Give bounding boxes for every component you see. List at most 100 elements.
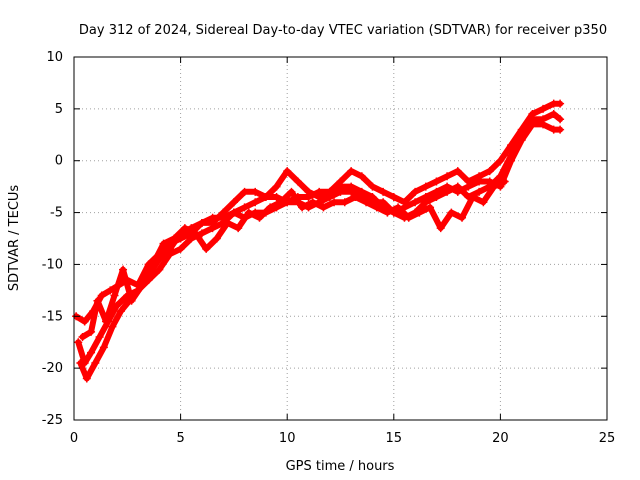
data-point-marker [244,208,253,217]
data-point-marker [347,182,356,191]
data-point-marker [411,198,420,207]
y-axis-title: SDTVAR / TECUs [7,185,22,292]
data-point-marker [485,167,494,176]
data-point-marker [426,203,435,212]
data-point-marker [176,244,185,253]
data-point-marker [287,187,296,196]
data-point-marker [468,193,477,202]
data-point-marker [340,198,349,207]
data-point-marker [368,182,377,191]
data-point-marker [549,110,558,119]
series-trace [75,121,564,366]
data-point-marker [229,198,238,207]
y-tick-label: -5 [50,206,63,221]
x-tick-label: 20 [492,431,509,446]
data-point-marker [283,167,292,176]
data-point-marker [400,198,409,207]
data-point-marker [240,203,249,212]
data-point-marker [443,187,452,196]
data-point-marker [99,343,108,352]
data-point-marker [219,208,228,217]
data-point-marker [507,141,516,150]
data-point-marker [87,327,96,336]
data-point-marker [180,224,189,233]
grid-layer [74,57,607,420]
series-track-1 [74,120,565,367]
data-point-marker [148,260,157,269]
data-point-marker [293,177,302,186]
data-point-marker [74,338,83,347]
data-point-marker [475,172,484,181]
data-point-marker [315,193,324,202]
y-tick-label: 10 [46,50,63,65]
data-point-marker [208,218,217,227]
data-point-marker [298,203,307,212]
data-point-marker [507,151,516,160]
data-point-marker [539,104,548,113]
data-point-marker [528,110,537,119]
data-point-marker [394,203,403,212]
y-tick-label: -20 [42,361,63,376]
data-point-marker [421,198,430,207]
data-point-marker [432,193,441,202]
chart-title: Day 312 of 2024, Sidereal Day-to-day VTE… [79,23,607,38]
data-point-marker [155,265,164,274]
data-point-marker [325,187,334,196]
data-point-marker [266,203,275,212]
data-point-marker [421,182,430,191]
data-point-marker [87,348,96,357]
data-point-marker [234,224,243,233]
data-point-marker [159,239,168,248]
data-point-marker [308,198,317,207]
data-point-marker [229,208,238,217]
data-point-marker [101,317,110,326]
data-point-marker [197,218,206,227]
data-point-marker [240,187,249,196]
x-tick-label: 10 [279,431,296,446]
data-point-marker [432,177,441,186]
data-point-marker [119,265,128,274]
data-point-marker [411,187,420,196]
data-point-marker [138,281,147,290]
data-point-marker [479,198,488,207]
data-point-marker [556,99,565,108]
data-point-marker [347,167,356,176]
data-point-marker [91,358,100,367]
data-point-marker [368,193,377,202]
data-point-marker [95,333,104,342]
data-point-marker [517,125,526,134]
data-point-marker [464,177,473,186]
data-point-marker [251,198,260,207]
data-point-marker [453,167,462,176]
series-trace [77,111,564,382]
data-point-marker [110,291,119,300]
x-tick-label: 15 [386,431,403,446]
data-point-marker [372,203,381,212]
x-tick-label: 5 [176,431,184,446]
plot-frame [73,56,608,421]
data-point-marker [389,193,398,202]
x-tick-label: 0 [70,431,78,446]
series-track-2 [76,110,565,383]
data-point-marker [202,244,211,253]
data-point-marker [330,198,339,207]
data-point-marker [336,177,345,186]
data-point-marker [165,250,174,259]
data-point-marker [357,172,366,181]
data-point-marker [106,286,115,295]
data-point-marker [93,296,102,305]
tick-layer: 0 5 10 15 20 25 -25 -20 -15 -10 -5 0 5 10 [42,50,616,446]
data-point-marker [191,229,200,238]
data-point-marker [436,224,445,233]
data-point-marker [78,333,87,342]
x-tick-label: 25 [599,431,616,446]
data-point-marker [170,234,179,243]
data-point-marker [108,322,117,331]
data-point-marker [276,198,285,207]
data-point-marker [82,374,91,383]
data-point-marker [80,317,89,326]
data-point-marker [116,307,125,316]
data-point-marker [475,187,484,196]
data-point-marker [76,358,85,367]
